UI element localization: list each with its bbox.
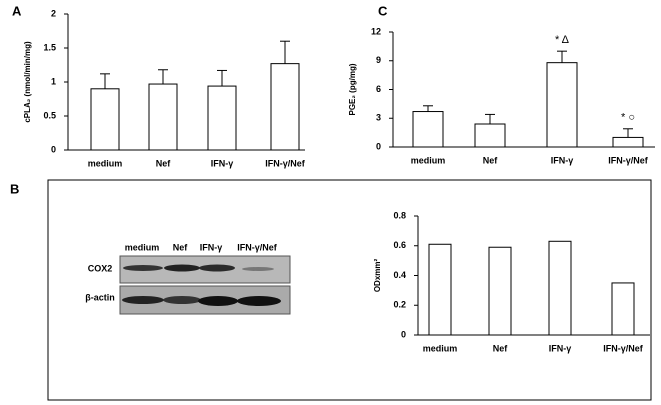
y-tick-label: 1 (51, 76, 56, 86)
bar (546, 62, 578, 148)
western-blot: medium Nef IFN-γ IFN-γ/Nef COX2 β-actin (85, 242, 291, 315)
bar (611, 282, 635, 336)
panel-label: C (378, 3, 388, 18)
bar (428, 243, 452, 336)
band (199, 264, 235, 272)
panel-b-frame (47, 179, 652, 401)
bar (90, 88, 120, 151)
x-tick-label: Nef (493, 343, 509, 353)
x-tick-label: IFN-γ (211, 158, 234, 168)
lane-label: IFN-γ (200, 242, 223, 252)
band (163, 296, 201, 304)
bar (612, 136, 644, 148)
x-tick-label: IFN-γ/Nef (603, 343, 644, 353)
lane-label: IFN-γ/Nef (237, 242, 278, 252)
y-tick-label: 6 (376, 84, 381, 94)
annotation: * ○ (621, 112, 635, 124)
y-tick-label: 0.2 (393, 300, 406, 310)
panel-label: A (12, 3, 22, 18)
band (164, 264, 200, 272)
lane-label: medium (125, 242, 160, 252)
bar (548, 240, 572, 336)
x-tick-label: Nef (156, 158, 172, 168)
y-axis-label: PGE₂ (pg/mg) (348, 63, 357, 115)
x-tick-label: IFN-γ/Nef (608, 155, 649, 165)
band (122, 296, 164, 304)
y-tick-label: 3 (376, 113, 381, 123)
bar (488, 246, 512, 336)
bar (474, 123, 506, 148)
y-tick-label: 0 (51, 144, 56, 154)
x-tick-label: medium (411, 155, 446, 165)
y-tick-label: 0 (376, 141, 381, 151)
x-tick-label: IFN-γ (551, 155, 574, 165)
y-tick-label: 1.5 (43, 42, 56, 52)
row-label: COX2 (88, 263, 113, 273)
bar (207, 85, 237, 151)
x-tick-label: IFN-γ/Nef (265, 158, 306, 168)
annotation: * Δ (555, 34, 570, 46)
y-tick-label: 0 (401, 329, 406, 339)
y-tick-label: 9 (376, 55, 381, 65)
panel-label: B (10, 181, 19, 196)
y-axis-label: cPLA₂ (nmol/min/mg) (23, 41, 32, 123)
y-tick-label: 0.8 (393, 210, 406, 220)
band (242, 267, 274, 271)
x-tick-label: medium (88, 158, 123, 168)
band (237, 296, 281, 306)
bar (148, 83, 178, 151)
lane-label: Nef (173, 242, 189, 252)
y-axis-label: ODxmm² (373, 258, 382, 292)
x-tick-label: medium (423, 343, 458, 353)
y-tick-label: 0.6 (393, 240, 406, 250)
band (123, 265, 163, 271)
x-tick-label: IFN-γ (549, 343, 572, 353)
y-tick-label: 12 (371, 26, 381, 36)
bar (412, 111, 444, 148)
y-tick-label: 0.4 (393, 270, 406, 280)
y-tick-label: 2 (51, 8, 56, 18)
band (198, 296, 238, 306)
row-label: β-actin (85, 292, 115, 302)
x-tick-label: Nef (483, 155, 499, 165)
y-tick-label: 0.5 (43, 110, 56, 120)
bar (270, 63, 300, 151)
